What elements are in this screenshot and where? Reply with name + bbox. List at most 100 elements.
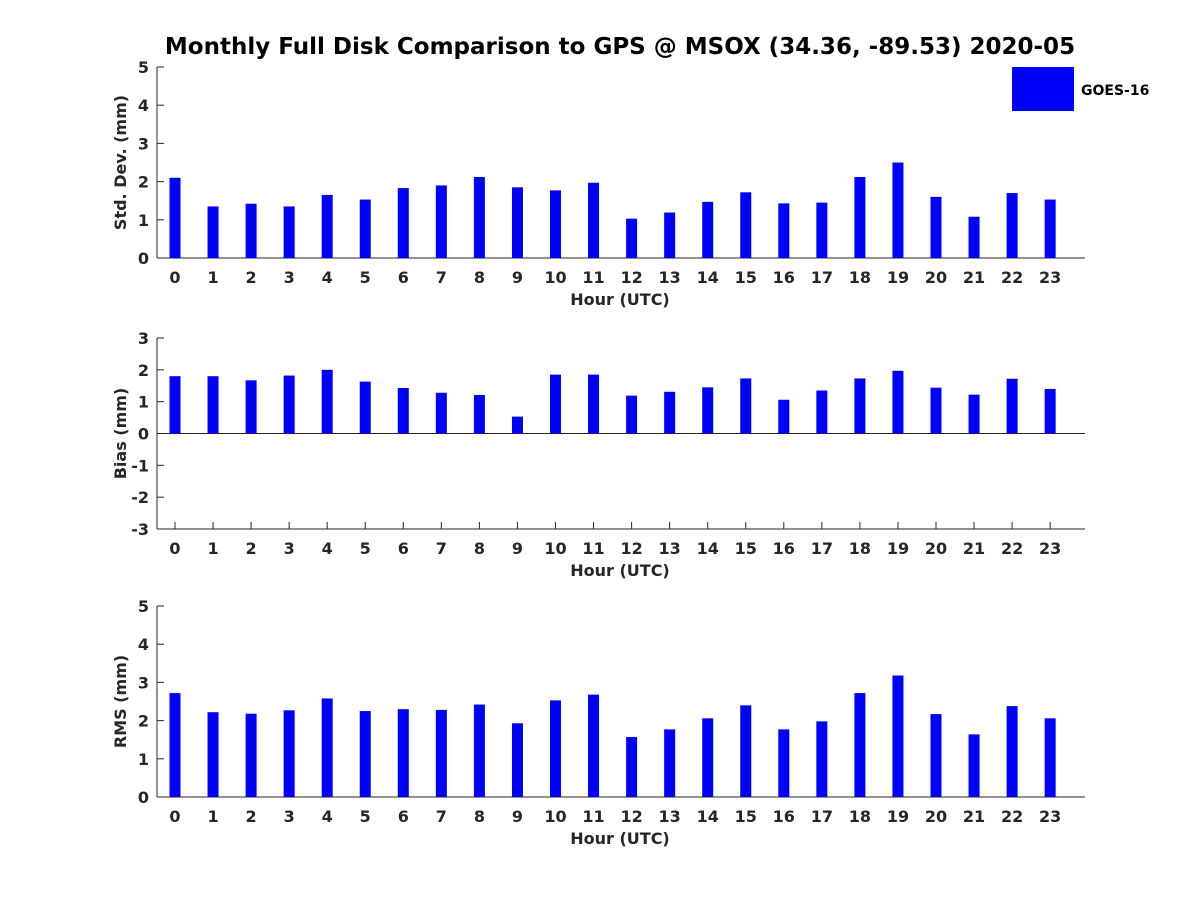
bar-hour-12 [626,218,638,258]
y-tick-label: 5 [138,597,149,616]
bar-hour-18 [854,693,866,797]
x-tick-label: 13 [659,539,681,558]
x-tick-label: 11 [582,807,604,826]
x-tick-label: 11 [582,539,604,558]
bar-hour-5 [359,711,371,797]
x-tick-label: 10 [544,268,566,287]
x-tick-label: 14 [697,807,719,826]
x-tick-label: 5 [360,268,371,287]
x-tick-label: 6 [398,268,409,287]
bar-hour-19 [892,162,904,258]
x-tick-label: 0 [169,807,180,826]
bar-hour-23 [1044,199,1056,258]
x-tick-label: 3 [284,268,295,287]
y-axis-label: Std. Dev. (mm) [111,95,130,230]
bar-hour-17 [816,390,828,434]
bar-hour-21 [968,394,980,434]
bar-hour-21 [968,734,980,797]
bar-hour-8 [473,704,485,797]
bar-hour-2 [245,713,257,797]
x-axis-label: Hour (UTC) [570,829,670,848]
x-tick-label: 8 [474,539,485,558]
x-tick-label: 16 [773,539,795,558]
bar-hour-22 [1006,706,1018,797]
x-tick-label: 21 [963,539,985,558]
bar-hour-4 [321,369,333,434]
y-tick-label: 4 [138,635,149,654]
bar-hour-11 [588,182,600,258]
bar-hour-7 [435,709,447,797]
y-axis-label: RMS (mm) [111,655,130,748]
x-tick-label: 4 [322,539,333,558]
x-tick-label: 6 [398,539,409,558]
bar-hour-19 [892,675,904,797]
x-tick-label: 10 [544,807,566,826]
x-tick-label: 12 [620,539,642,558]
x-tick-label: 18 [849,539,871,558]
x-tick-label: 15 [735,807,757,826]
bar-hour-8 [473,177,485,258]
x-tick-label: 5 [360,539,371,558]
x-tick-label: 7 [436,807,447,826]
x-tick-label: 10 [544,539,566,558]
bar-hour-10 [550,700,561,797]
x-tick-label: 3 [284,539,295,558]
bar-hour-23 [1044,718,1056,797]
bar-hour-1 [207,376,219,434]
x-tick-label: 7 [436,539,447,558]
x-tick-label: 20 [925,807,947,826]
bar-hour-20 [930,387,942,434]
bar-hour-8 [473,394,485,434]
y-tick-label: 5 [138,58,149,77]
x-tick-label: 2 [246,807,257,826]
x-tick-label: 20 [925,268,947,287]
x-tick-label: 1 [207,539,218,558]
bar-hour-0 [169,177,181,258]
x-tick-label: 15 [735,268,757,287]
bar-hour-11 [588,374,600,434]
bar-hour-3 [283,710,295,797]
bar-hour-13 [664,391,676,434]
bar-hour-14 [702,387,714,434]
y-tick-label: 3 [138,329,149,348]
x-tick-label: 23 [1039,268,1061,287]
bar-hour-15 [740,378,752,434]
bar-hour-2 [245,380,257,434]
x-tick-label: 0 [169,539,180,558]
bar-hour-1 [207,206,219,258]
x-tick-label: 1 [207,807,218,826]
bar-hour-5 [359,381,371,434]
bar-hour-3 [283,206,295,258]
x-tick-label: 22 [1001,268,1023,287]
bar-hour-17 [816,202,828,258]
bar-hour-13 [664,212,676,258]
bar-hour-22 [1006,378,1018,434]
x-axis-label: Hour (UTC) [570,290,670,309]
y-tick-label: -2 [131,488,149,507]
x-tick-label: 12 [620,807,642,826]
x-tick-label: 3 [284,807,295,826]
x-tick-label: 13 [659,268,681,287]
x-tick-label: 9 [512,539,523,558]
bar-hour-0 [169,693,181,797]
x-tick-label: 12 [620,268,642,287]
bar-hour-6 [397,387,409,434]
x-tick-label: 0 [169,268,180,287]
x-tick-label: 21 [963,268,985,287]
bar-hour-6 [397,709,409,797]
bar-hour-16 [778,203,790,258]
bar-hour-16 [778,399,790,434]
x-tick-label: 19 [887,268,909,287]
bar-hour-12 [626,395,638,434]
bar-hour-5 [359,199,371,258]
x-tick-label: 13 [659,807,681,826]
y-tick-label: 0 [138,425,149,444]
x-tick-label: 2 [246,539,257,558]
x-tick-label: 6 [398,807,409,826]
x-tick-label: 9 [512,268,523,287]
x-tick-label: 14 [697,539,719,558]
bar-hour-12 [626,737,638,797]
x-tick-label: 18 [849,807,871,826]
